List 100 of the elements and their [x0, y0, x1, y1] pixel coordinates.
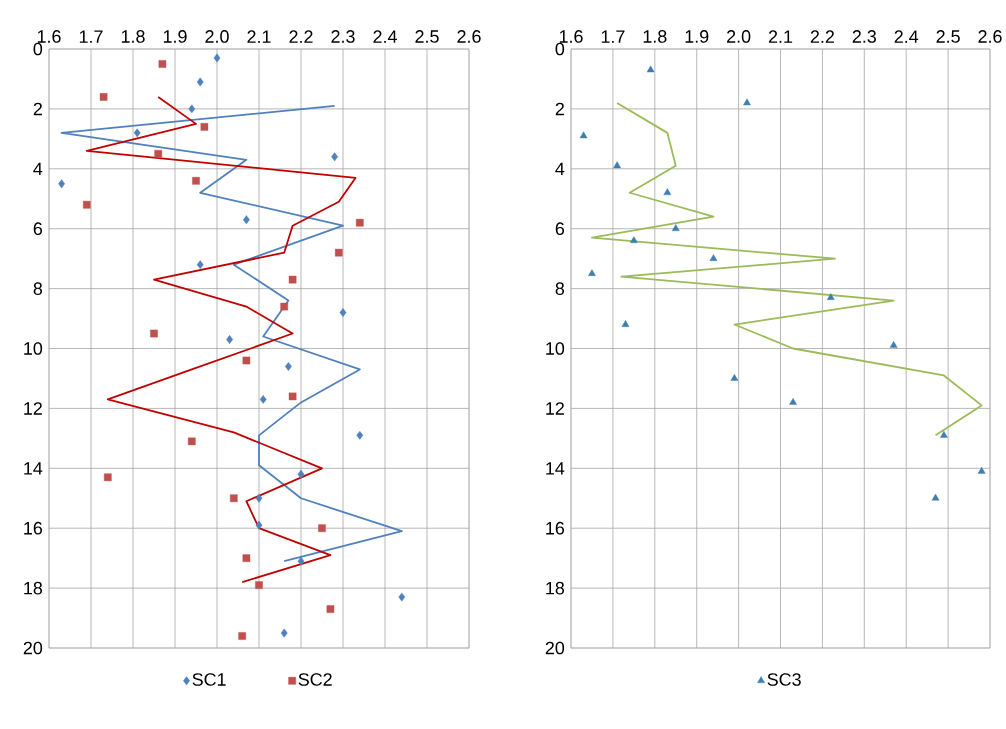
x-tick-label: 1.9 — [685, 30, 709, 43]
y-tick-label: 6 — [33, 222, 43, 236]
point — [242, 554, 251, 562]
y-tick-label: 16 — [546, 521, 565, 535]
line-series — [591, 102, 983, 437]
point — [280, 628, 288, 638]
y-tick-label: 6 — [555, 222, 565, 236]
x-tick-label: 2.2 — [289, 30, 313, 43]
point — [213, 53, 221, 63]
point — [196, 260, 204, 270]
y-tick-label: 8 — [33, 282, 43, 295]
point — [226, 335, 233, 344]
point — [646, 65, 655, 73]
y-tick-label: 14 — [24, 462, 43, 475]
y-tick-label: 12 — [24, 402, 42, 415]
point — [671, 224, 680, 231]
point — [83, 200, 91, 209]
point — [188, 104, 196, 114]
y-tick-label: 20 — [23, 641, 43, 655]
x-tick-label: 2.1 — [768, 30, 793, 43]
point — [285, 362, 292, 371]
x-tick-label: 2.5 — [936, 30, 960, 43]
x-tick-label: 1.9 — [163, 30, 187, 43]
point — [255, 581, 263, 589]
y-tick-label: 0 — [33, 42, 43, 56]
point — [356, 430, 364, 440]
x-tick-label: 1.8 — [643, 30, 667, 43]
point — [288, 392, 297, 401]
point — [297, 556, 305, 566]
legend-label: SC1 — [192, 673, 226, 686]
y-tick-label: 16 — [24, 521, 43, 535]
point — [339, 308, 347, 317]
x-tick-label: 1.8 — [121, 30, 145, 43]
y-tick-label: 0 — [555, 42, 565, 56]
point — [188, 437, 196, 446]
x-tick-label: 2.0 — [205, 30, 229, 43]
point — [940, 430, 948, 438]
line-series — [60, 105, 403, 563]
point — [280, 302, 288, 311]
point — [242, 356, 251, 365]
point — [255, 493, 263, 503]
point — [243, 215, 250, 225]
point — [356, 218, 364, 227]
y-tick-label: 18 — [24, 581, 43, 595]
point — [259, 395, 267, 404]
y-tick-label: 8 — [555, 282, 565, 295]
x-tick-label: 2.4 — [373, 30, 397, 43]
point — [230, 494, 238, 503]
point — [977, 466, 986, 474]
point — [58, 179, 65, 189]
y-tick-label: 10 — [24, 342, 43, 355]
y-tick-label: 12 — [546, 402, 564, 415]
point — [743, 98, 751, 106]
point — [663, 188, 672, 196]
point — [238, 632, 246, 640]
x-tick-label: 2.3 — [331, 30, 355, 43]
point — [621, 320, 630, 327]
x-tick-label: 2.5 — [415, 30, 439, 43]
point — [150, 329, 158, 338]
point — [398, 592, 406, 602]
point — [709, 254, 718, 261]
y-tick-label: 14 — [546, 462, 565, 475]
legend-label: SC3 — [767, 673, 801, 686]
x-tick-label: 2.4 — [894, 30, 919, 43]
point — [297, 469, 305, 479]
point — [613, 161, 621, 169]
y-tick-label: 20 — [545, 641, 565, 655]
point — [154, 150, 162, 158]
point — [318, 524, 326, 532]
x-tick-label: 2.0 — [727, 30, 751, 43]
point — [789, 398, 797, 405]
x-tick-label: 1.6 — [559, 30, 583, 43]
point — [331, 152, 338, 162]
point — [730, 374, 739, 381]
point — [579, 131, 588, 139]
x-tick-label: 1.7 — [601, 30, 625, 43]
point — [196, 77, 204, 87]
point — [133, 128, 141, 138]
point — [826, 293, 835, 300]
x-tick-label: 2.1 — [247, 30, 271, 43]
x-tick-label: 2.3 — [852, 30, 876, 43]
y-tick-label: 2 — [33, 102, 42, 116]
point — [630, 236, 638, 243]
x-tick-label: 2.6 — [457, 30, 481, 43]
x-tick-label: 2.6 — [978, 30, 1002, 43]
point — [335, 248, 343, 257]
point — [288, 275, 297, 284]
point — [104, 473, 112, 482]
point — [326, 605, 335, 613]
point — [255, 520, 263, 530]
point — [588, 269, 596, 276]
y-tick-label: 4 — [555, 162, 565, 175]
x-tick-label: 2.2 — [810, 30, 834, 43]
x-tick-label: 1.7 — [79, 30, 103, 43]
x-tick-label: 1.6 — [37, 30, 61, 43]
y-tick-label: 18 — [546, 581, 565, 595]
y-tick-label: 10 — [546, 342, 565, 355]
y-tick-label: 2 — [555, 102, 564, 116]
legend-label: SC2 — [298, 673, 332, 686]
y-tick-label: 4 — [33, 162, 43, 175]
